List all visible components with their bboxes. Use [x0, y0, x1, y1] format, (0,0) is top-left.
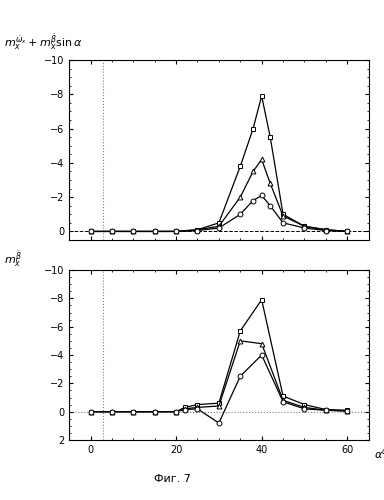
Text: $m_x^{\dot{\omega}_x} + m_x^{\dot{\beta}} \sin\alpha$: $m_x^{\dot{\omega}_x} + m_x^{\dot{\beta}…	[4, 32, 83, 52]
Text: $m_x^{\dot{\beta}}$: $m_x^{\dot{\beta}}$	[4, 250, 22, 270]
X-axis label: $\alpha^o$: $\alpha^o$	[374, 447, 384, 461]
Text: Фиг. 7: Фиг. 7	[154, 474, 191, 484]
